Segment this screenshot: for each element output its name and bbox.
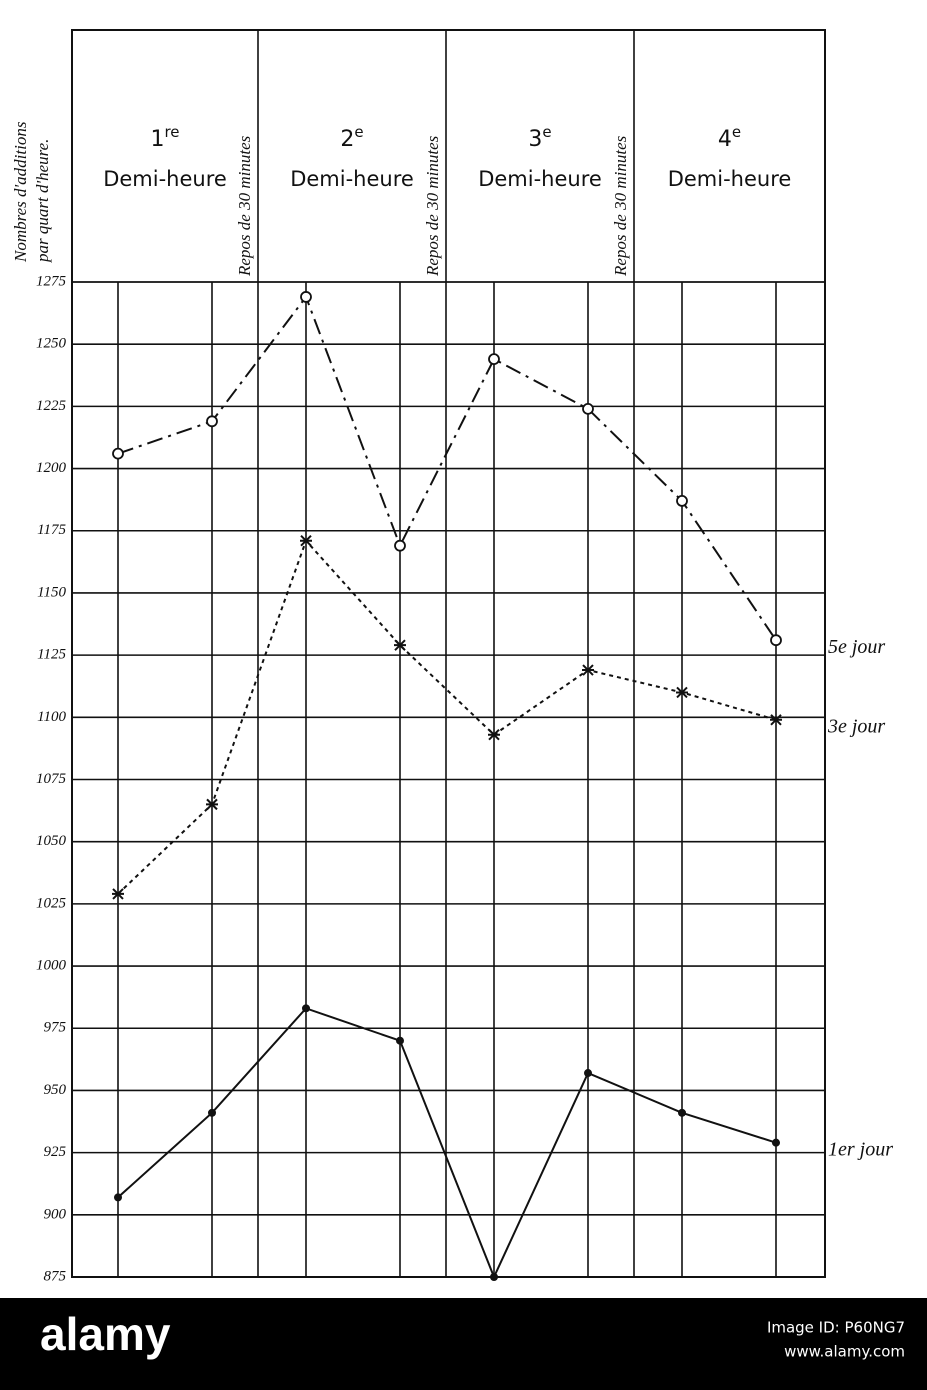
y-tick-label: 1225: [36, 398, 67, 414]
watermark-id: Image ID: P60NG7: [767, 1319, 905, 1337]
watermark-url: www.alamy.com: [784, 1343, 905, 1361]
period-number-digit: 2: [340, 127, 354, 152]
y-tick-label: 1125: [37, 647, 66, 663]
watermark-bar: [0, 1298, 927, 1390]
rest-label: Repos de 30 minutes: [235, 135, 254, 277]
period-label: Demi-heure: [668, 167, 792, 191]
point: [582, 402, 594, 415]
y-tick-label: 925: [44, 1144, 67, 1160]
period-number: 1re: [150, 123, 179, 153]
y-axis-label: Nombres d'additions: [11, 121, 30, 263]
period-number-digit: 4: [718, 127, 732, 152]
point: [394, 539, 406, 552]
point: [206, 415, 218, 428]
period-number-digit: 1: [150, 127, 164, 152]
point: [770, 634, 782, 647]
y-tick-label: 1150: [37, 584, 66, 600]
point: [772, 1138, 780, 1147]
point: [114, 1193, 122, 1202]
point: [112, 447, 124, 460]
point: [302, 1004, 310, 1013]
period-number-suffix: e: [354, 123, 363, 141]
point: [678, 1108, 686, 1117]
y-tick-label: 1075: [36, 771, 67, 787]
period-label: Demi-heure: [478, 167, 602, 191]
series-line: [117, 294, 777, 641]
period-number: 4e: [718, 123, 741, 153]
point: [488, 729, 500, 741]
series-line: [117, 1007, 777, 1280]
y-tick-label: 950: [44, 1082, 67, 1098]
y-tick-label: 1200: [36, 460, 67, 476]
y-tick-label: 875: [44, 1268, 67, 1284]
period-number-suffix: e: [732, 123, 741, 141]
y-tick-label: 1050: [36, 833, 67, 849]
period-number: 2e: [340, 123, 363, 153]
legend-label: 5e jour: [828, 636, 885, 658]
point: [770, 714, 782, 726]
point: [208, 1108, 216, 1117]
rest-label: Repos de 30 minutes: [423, 135, 442, 277]
point: [206, 798, 218, 811]
y-tick-label: 1100: [37, 709, 66, 725]
y-tick-label: 1025: [36, 895, 67, 911]
legend-label: 3e jour: [827, 715, 885, 737]
point: [300, 534, 312, 547]
point: [490, 1273, 498, 1281]
period-label: Demi-heure: [103, 167, 227, 191]
y-axis-label: par quart d'heure.: [33, 139, 52, 263]
point: [584, 1069, 592, 1078]
series-line: [117, 538, 777, 895]
y-tick-label: 1250: [36, 336, 67, 352]
y-tick-label: 1275: [36, 273, 67, 289]
point: [300, 291, 312, 303]
period-number: 3e: [528, 123, 551, 153]
y-tick-label: 975: [44, 1020, 67, 1036]
y-tick-label: 1175: [37, 522, 66, 538]
point: [488, 353, 500, 366]
period-label: Demi-heure: [290, 167, 414, 191]
point: [676, 494, 688, 507]
legend-label: 1er jour: [828, 1138, 893, 1160]
y-tick-label: 900: [44, 1206, 67, 1222]
point: [112, 888, 124, 900]
rest-label: Repos de 30 minutes: [611, 135, 630, 277]
y-tick-label: 1000: [36, 958, 67, 974]
point: [676, 686, 688, 699]
point: [582, 664, 594, 676]
point: [396, 1036, 404, 1045]
watermark-brand: alamy: [40, 1308, 171, 1360]
period-number-digit: 3: [528, 127, 542, 152]
point: [394, 639, 406, 651]
period-number-suffix: re: [164, 123, 179, 141]
period-number-suffix: e: [542, 123, 551, 141]
